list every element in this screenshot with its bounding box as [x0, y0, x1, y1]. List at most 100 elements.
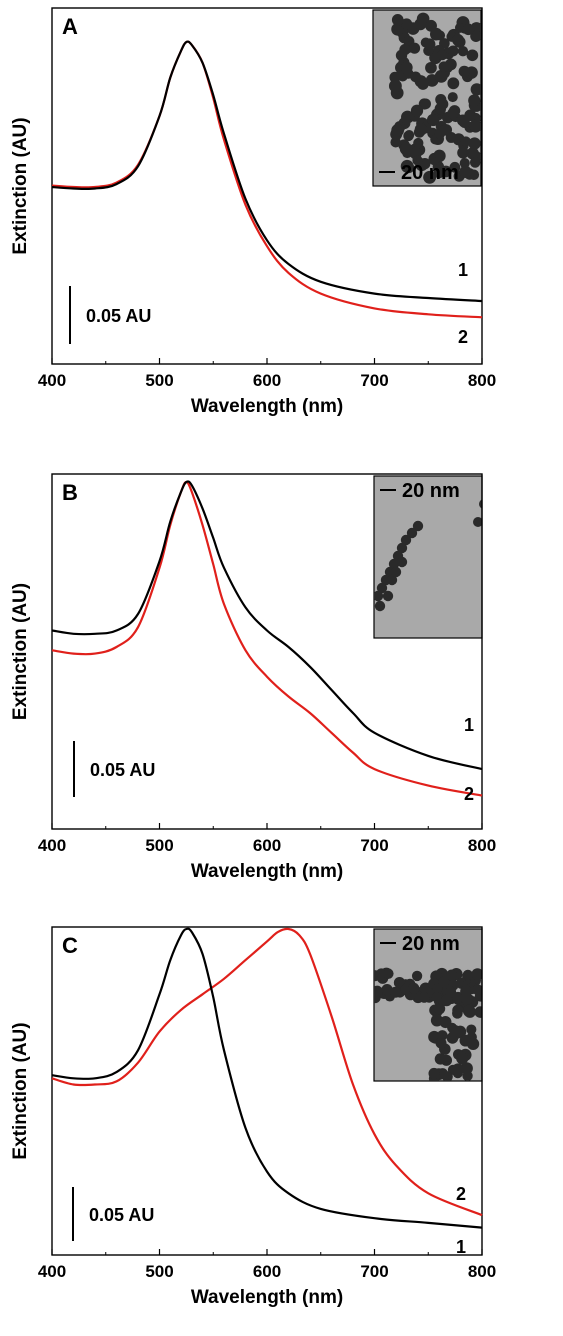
y-axis-label: Extinction (AU) [10, 583, 31, 720]
nanoparticle [469, 157, 481, 168]
nanoparticle [449, 1024, 461, 1037]
nanoparticle [464, 109, 477, 122]
nanoparticle [404, 130, 415, 141]
nanoparticle [420, 98, 431, 110]
nanoparticle [406, 527, 418, 539]
nanoparticle [460, 985, 472, 998]
nanoparticle [374, 985, 383, 998]
nanoparticle [414, 123, 428, 136]
nanoparticle [412, 520, 424, 532]
y-axis-label: Extinction (AU) [10, 1022, 31, 1159]
inset-scale-label: 20 nm [402, 480, 460, 502]
nanoparticle [386, 574, 398, 586]
x-tick-label: 800 [468, 836, 496, 855]
inset-scale-label: 20 nm [401, 162, 459, 184]
x-axis-label: Wavelength (nm) [191, 1287, 343, 1308]
nanoparticle [470, 83, 481, 96]
nanoparticle [479, 499, 482, 509]
nanoparticle [417, 78, 429, 90]
nanoparticle [391, 123, 405, 137]
nanoparticle [462, 969, 473, 980]
nanoparticle [456, 1052, 469, 1065]
panel-a: 20 nm 400 500 600 700 800 Wavelength (nm) Extin… [10, 7, 496, 417]
x-tick-label: 600 [253, 836, 281, 855]
nanoparticle [472, 984, 482, 996]
nanoparticle [389, 986, 401, 998]
nanoparticle [446, 969, 458, 981]
series-2-label: 2 [464, 784, 474, 804]
nanoparticle [462, 1004, 476, 1017]
nanoparticle [414, 18, 427, 31]
nanoparticle [473, 517, 482, 527]
nanoparticle [551, 519, 561, 529]
nanoparticle [374, 590, 384, 602]
tem-inset-image: 20 nm [372, 9, 482, 187]
inset-scale-label: 20 nm [402, 933, 460, 955]
tem-inset-image: 20 nm [373, 475, 561, 639]
nanoparticle [438, 976, 450, 988]
nanoparticle [434, 69, 448, 83]
nanoparticle [462, 23, 475, 36]
nanoparticle [436, 98, 449, 110]
series-1-line [51, 40, 483, 303]
nanoparticle [411, 970, 423, 982]
nanoparticle [440, 994, 453, 1007]
nanoparticle [440, 165, 452, 178]
nanoparticle [452, 34, 464, 46]
panel-letter: A [62, 14, 78, 39]
intensity-scale-label: 0.05 AU [90, 760, 155, 780]
tem-particles [388, 12, 481, 184]
nanoparticle [408, 982, 420, 994]
x-axis-label: Wavelength (nm) [191, 861, 343, 882]
nanoparticle [383, 968, 394, 979]
nanoparticle [400, 534, 412, 546]
panel-b: 20 nm 400 500 600 700 800 Wavelength (nm) Extin… [10, 473, 561, 882]
nanoparticle [447, 45, 459, 57]
nanoparticle [434, 128, 446, 139]
y-axis-label: Extinction (AU) [10, 117, 31, 254]
nanoparticle [474, 1006, 482, 1018]
nanoparticle [445, 986, 457, 998]
nanoparticle [487, 499, 497, 509]
nanoparticle [410, 71, 421, 83]
tem-inset-background [373, 475, 483, 639]
nanoparticle [400, 18, 413, 30]
series-1-label: 1 [456, 1237, 466, 1257]
nanoparticle [388, 79, 402, 93]
nanoparticle [425, 61, 437, 74]
nanoparticle [434, 150, 446, 161]
nanoparticle [467, 1037, 480, 1051]
nanoparticle [374, 600, 386, 612]
nanoparticle [391, 22, 405, 36]
nanoparticle [438, 61, 450, 72]
x-tick-label: 600 [253, 1262, 281, 1281]
nanoparticle [399, 43, 411, 56]
nanoparticle [410, 104, 424, 117]
nanoparticle [381, 984, 393, 996]
nanoparticle [418, 992, 430, 1003]
nanoparticle [399, 142, 413, 156]
tem-particles [374, 499, 561, 612]
nanoparticle [466, 1024, 477, 1035]
nanoparticle [390, 566, 402, 578]
nanoparticle [466, 49, 479, 62]
nanoparticle [391, 14, 404, 26]
nanoparticle [452, 1004, 464, 1016]
nanoparticle [447, 108, 459, 119]
x-tick-label: 400 [38, 371, 66, 390]
nanoparticle [432, 983, 443, 994]
nanoparticle [382, 590, 394, 602]
x-tick-label: 600 [253, 371, 281, 390]
nanoparticle [428, 1067, 440, 1080]
nanoparticle [430, 27, 443, 40]
panel-c: 20 nm 400 500 600 700 800 Wavelength (nm) Extin… [10, 926, 496, 1308]
nanoparticle [468, 94, 481, 107]
nanoparticle [470, 30, 481, 42]
nanoparticle [396, 556, 408, 568]
series-2-label: 2 [456, 1184, 466, 1204]
nanoparticle [388, 558, 400, 570]
nanoparticle [442, 1071, 453, 1081]
intensity-scale-label: 0.05 AU [89, 1205, 154, 1225]
x-tick-label: 500 [145, 1262, 173, 1281]
